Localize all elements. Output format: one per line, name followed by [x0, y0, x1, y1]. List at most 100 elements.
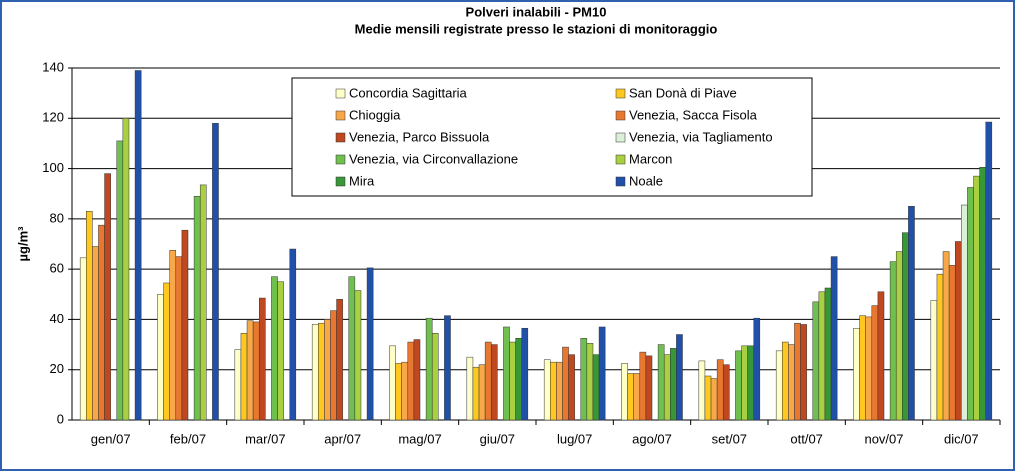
y-tick-label: 0: [57, 411, 64, 426]
y-axis-label: µg/m³: [15, 226, 30, 262]
x-tick-label: lug/07: [557, 431, 592, 446]
bar: [704, 375, 712, 421]
bar: [556, 361, 563, 421]
legend-label: Venezia, via Circonvallazione: [349, 151, 518, 166]
legend-swatch: [335, 154, 346, 165]
bar: [169, 250, 177, 421]
y-tick-label: 140: [42, 59, 64, 74]
bar: [116, 140, 124, 421]
y-tick-label: 80: [50, 210, 64, 225]
legend-label: Concordia Sagittaria: [349, 85, 468, 100]
bar: [472, 366, 480, 421]
chart-subtitle: Medie mensili registrate presso le stazi…: [355, 21, 718, 36]
bar: [698, 360, 706, 421]
bar: [747, 345, 754, 421]
legend-label: Mira: [349, 173, 375, 188]
bar: [134, 70, 142, 421]
y-tick-label: 20: [50, 361, 64, 376]
legend-label: Venezia, via Tagliamento: [629, 129, 773, 144]
bar: [330, 310, 337, 421]
bar: [621, 363, 628, 421]
bar: [889, 261, 897, 421]
legend-swatch: [335, 110, 346, 121]
bar: [311, 324, 319, 421]
bar: [716, 359, 724, 421]
bar: [942, 251, 950, 421]
bar: [98, 224, 105, 421]
bar: [657, 344, 665, 421]
bar: [466, 356, 474, 421]
legend-label: Noale: [629, 173, 663, 188]
legend-swatch: [335, 132, 346, 143]
bar: [871, 305, 879, 421]
bar: [824, 287, 832, 421]
bar: [830, 256, 838, 421]
bar: [354, 290, 362, 421]
legend-swatch: [335, 176, 346, 187]
chart-title: Polveri inalabili - PM10: [466, 4, 607, 19]
bar: [258, 297, 266, 421]
bar: [348, 276, 356, 421]
y-tick-label: 100: [42, 160, 64, 175]
bar: [936, 273, 944, 421]
bar: [240, 333, 248, 421]
y-tick-label: 120: [42, 110, 64, 125]
bar: [193, 195, 201, 421]
bar: [663, 354, 671, 421]
legend-box: [291, 77, 813, 197]
bar: [794, 322, 801, 421]
legend-label: Venezia, Parco Bissuola: [349, 129, 490, 144]
legend-swatch: [615, 88, 626, 99]
bar: [818, 291, 826, 421]
bar: [79, 257, 87, 421]
bar: [775, 350, 783, 421]
bar: [157, 294, 164, 421]
bar: [86, 211, 93, 421]
bar: [639, 351, 647, 421]
bar: [413, 339, 421, 421]
bar: [562, 346, 569, 421]
y-tick-label: 60: [50, 261, 64, 276]
bar: [366, 267, 374, 421]
legend-swatch: [335, 88, 346, 99]
bar: [104, 173, 111, 421]
bar: [788, 344, 795, 421]
bar: [568, 354, 575, 421]
bar: [543, 359, 551, 421]
bar: [395, 363, 402, 421]
legend-label: San Donà di Piave: [629, 85, 737, 100]
legend-label: Marcon: [629, 151, 672, 166]
bar: [484, 341, 492, 421]
bar: [389, 345, 396, 421]
x-tick-label: set/07: [712, 431, 747, 446]
x-tick-label: dic/07: [944, 431, 979, 446]
bar: [633, 373, 641, 421]
legend-swatch: [615, 132, 626, 143]
bar: [645, 355, 653, 421]
bar: [670, 348, 677, 421]
bar: [902, 232, 909, 421]
x-tick-label: ott/07: [790, 431, 823, 446]
bar: [212, 123, 219, 421]
bar: [509, 341, 516, 421]
bar: [895, 251, 903, 421]
y-tick-label: 40: [50, 311, 64, 326]
bar: [478, 364, 486, 421]
bar: [722, 364, 730, 421]
x-tick-label: feb/07: [170, 431, 206, 446]
bar: [324, 319, 331, 421]
bar: [580, 338, 588, 421]
x-tick-label: gen/07: [91, 431, 131, 446]
legend-swatch: [615, 110, 626, 121]
bar: [271, 276, 278, 421]
bar: [973, 175, 980, 421]
bar: [967, 187, 974, 421]
bar: [175, 256, 183, 421]
bar: [444, 315, 451, 421]
bar: [515, 338, 522, 421]
bar: [598, 326, 606, 421]
bar: [490, 344, 498, 421]
bar: [979, 167, 986, 421]
legend-swatch: [615, 154, 626, 165]
bar: [521, 327, 529, 421]
